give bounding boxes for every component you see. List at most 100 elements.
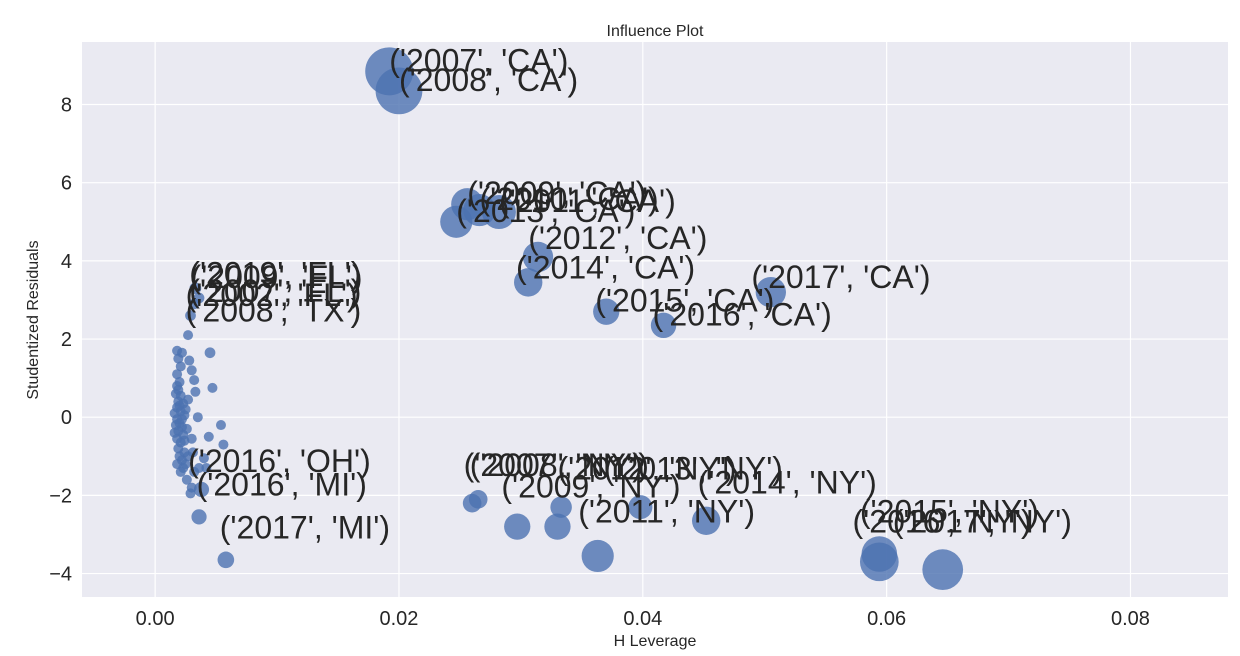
point-annotation: ('2016', 'MI')	[197, 466, 367, 502]
point-annotation: ('2014', 'NY')	[698, 464, 877, 500]
data-point	[175, 361, 186, 372]
data-point	[169, 408, 180, 419]
data-point	[172, 345, 183, 356]
data-point	[183, 451, 194, 462]
point-annotation: ('2007', 'NY')	[464, 447, 643, 483]
point-annotation: ('2012', 'NY')	[557, 451, 736, 487]
data-point	[193, 481, 210, 498]
point-annotation: ('2008', 'NY')	[470, 447, 649, 483]
data-point	[922, 549, 964, 591]
data-point	[189, 466, 200, 477]
data-point	[201, 463, 212, 474]
point-annotation: ('2009', 'NY')	[501, 468, 680, 504]
x-tick-label: 0.08	[1111, 608, 1150, 630]
point-annotation: ('2016', 'OH')	[188, 443, 371, 479]
data-point	[186, 365, 197, 376]
y-tick-label: 4	[61, 251, 72, 273]
point-annotation: ('2013', 'NY')	[604, 451, 783, 487]
point-annotation: ('2013', 'CA')	[456, 193, 635, 229]
point-annotation: ('2019', 'FL')	[189, 255, 361, 291]
data-point	[173, 353, 184, 364]
data-point	[184, 355, 195, 366]
y-tick-label: 6	[61, 173, 72, 195]
point-annotation: ('2014', 'CA')	[516, 249, 695, 285]
data-point	[192, 412, 203, 423]
data-point	[185, 488, 196, 499]
y-tick-label: 2	[61, 329, 72, 351]
data-point	[468, 489, 488, 509]
data-point	[175, 466, 186, 477]
data-point	[172, 369, 183, 380]
data-point	[190, 386, 201, 397]
data-point	[375, 67, 423, 115]
data-point	[185, 310, 196, 321]
data-point	[189, 375, 200, 386]
data-point	[650, 312, 677, 339]
point-annotation: ('2007', 'FL')	[189, 273, 361, 309]
point-annotations: ('2007', 'CA')('2008', 'CA') ('2009', 'CA…	[186, 42, 1072, 545]
point-annotation: ('2015', 'CA')	[595, 283, 774, 319]
data-point	[189, 282, 202, 295]
data-point	[191, 509, 207, 525]
x-tick-labels: 0.00 0.02 0.04 0.06 0.08	[136, 608, 1150, 630]
point-annotation: ('2009', 'FL')	[191, 259, 363, 295]
data-point	[183, 394, 194, 405]
y-tick-label: 8	[61, 95, 72, 117]
data-point	[217, 551, 235, 569]
point-annotation: ('2016', 'CA')	[653, 296, 832, 332]
data-point	[514, 268, 543, 297]
data-point	[179, 435, 190, 446]
data-point	[173, 384, 184, 395]
y-tick-label: −2	[49, 485, 72, 507]
data-point	[628, 495, 653, 520]
data-point	[174, 400, 185, 411]
data-point	[204, 347, 216, 359]
point-annotation: ('2011', 'CA')	[499, 183, 676, 219]
data-point	[198, 453, 209, 464]
chart-title: Influence Plot	[607, 23, 705, 40]
x-tick-label: 0.00	[136, 608, 175, 630]
point-annotation: ('2008', 'CA')	[399, 62, 578, 98]
point-annotation: ('2010', 'CA')	[479, 181, 658, 217]
data-point	[215, 420, 226, 431]
point-annotation: ('2009', 'CA')	[467, 175, 646, 211]
y-axis-label: Studentized Residuals	[25, 240, 42, 399]
data-point	[504, 513, 531, 540]
point-annotation: ('2002', 'FL')	[186, 277, 358, 313]
data-point	[550, 496, 572, 518]
y-tick-label: −4	[49, 564, 72, 586]
point-annotation: ('2016', 'NY')	[853, 504, 1032, 540]
data-point	[463, 193, 496, 227]
point-annotation: ('2007', 'CA')	[389, 42, 568, 78]
x-tick-label: 0.06	[867, 608, 906, 630]
point-annotation: ('2015', 'NY')	[860, 494, 1039, 530]
y-tick-label: 0	[61, 407, 72, 429]
x-tick-label: 0.02	[380, 608, 419, 630]
y-tick-labels: −4 −2 0 2 4 6 8	[49, 95, 72, 586]
data-point	[181, 423, 192, 434]
data-point	[755, 276, 786, 308]
data-point	[544, 513, 571, 540]
point-annotation: ('2017', 'NY')	[893, 504, 1072, 540]
point-annotation: ('2012', 'CA')	[528, 220, 707, 256]
grid-lines	[82, 42, 1228, 597]
data-point	[176, 414, 187, 425]
data-point	[203, 431, 214, 442]
data-point	[207, 382, 218, 393]
point-annotation: ('2008', 'TX')	[186, 292, 362, 328]
data-point	[593, 298, 620, 325]
data-point	[581, 539, 614, 573]
data-point	[169, 427, 180, 438]
point-annotation: ('2017', 'MI')	[220, 509, 390, 545]
data-point	[181, 474, 192, 485]
data-point	[183, 330, 194, 341]
data-point	[218, 439, 229, 450]
data-point	[522, 241, 554, 273]
point-annotation: ('2017', 'CA')	[751, 259, 930, 295]
point-annotation: ('2011', 'NY')	[578, 494, 755, 530]
data-point	[193, 292, 205, 304]
x-tick-label: 0.04	[623, 608, 662, 630]
data-points	[169, 47, 964, 591]
x-axis-label: H Leverage	[614, 633, 697, 650]
